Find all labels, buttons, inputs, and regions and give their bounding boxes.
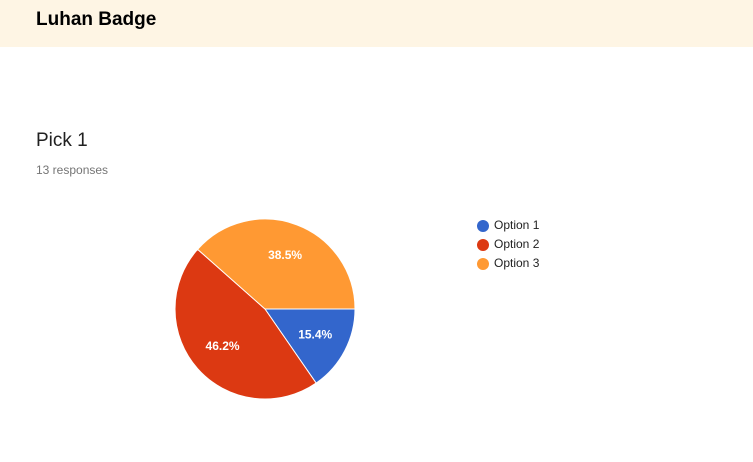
legend-label: Option 2 — [494, 237, 540, 251]
slice-label: 46.2% — [206, 339, 240, 353]
chart-subtitle: 13 responses — [36, 163, 108, 177]
header-title: Luhan Badge — [36, 9, 156, 30]
legend-marker — [477, 220, 489, 232]
slice-label: 15.4% — [298, 328, 332, 342]
pie-slice — [264, 308, 356, 384]
legend-marker — [477, 258, 489, 270]
legend-marker — [477, 239, 489, 251]
header-bar — [0, 0, 753, 47]
pie-slice — [174, 248, 317, 400]
chart-title: Pick 1 — [36, 130, 88, 151]
legend-label: Option 1 — [494, 218, 540, 232]
pie-slice — [196, 218, 356, 310]
slice-label: 38.5% — [268, 248, 302, 262]
legend-label: Option 3 — [494, 256, 540, 270]
